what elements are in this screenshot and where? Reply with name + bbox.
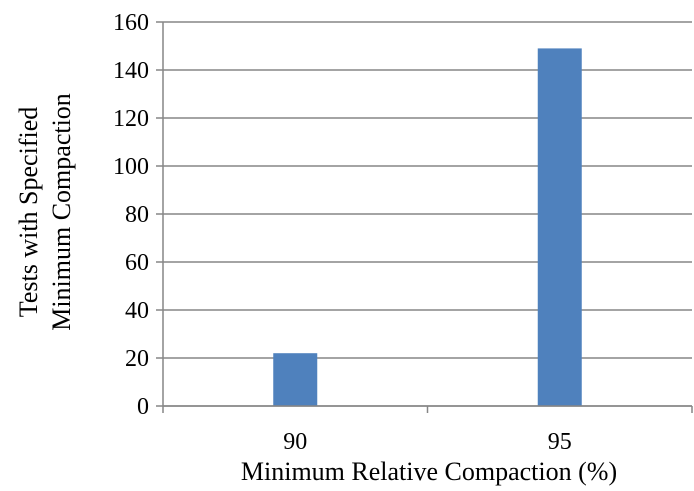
y-tick-label: 0 [137,394,149,420]
y-axis-title-line-2: Minimum Compaction [47,93,76,331]
y-tick-label: 40 [125,298,149,324]
y-tick-label: 100 [113,154,149,180]
gridlines [156,21,692,407]
axes [162,22,693,413]
y-tick-label: 80 [125,202,149,228]
y-tick-label: 20 [125,346,149,372]
x-tick-label-90: 90 [283,429,307,455]
y-tick-label: 60 [125,250,149,276]
y-tick-label: 140 [113,58,149,84]
x-tick-labels: 90 95 [283,429,572,455]
y-axis-title: Tests with Specified Minimum Compaction [14,93,76,331]
bars [273,48,582,407]
y-axis-title-line-1: Tests with Specified [14,107,43,317]
x-axis-title: Minimum Relative Compaction (%) [241,457,617,486]
y-tick-label: 120 [113,106,149,132]
bar-90 [273,353,318,406]
y-tick-label: 160 [113,10,149,36]
x-tick-label-95: 95 [548,429,572,455]
y-tick-labels: 0 20 40 60 80 100 120 140 160 [113,10,149,420]
bar-95 [537,48,582,407]
